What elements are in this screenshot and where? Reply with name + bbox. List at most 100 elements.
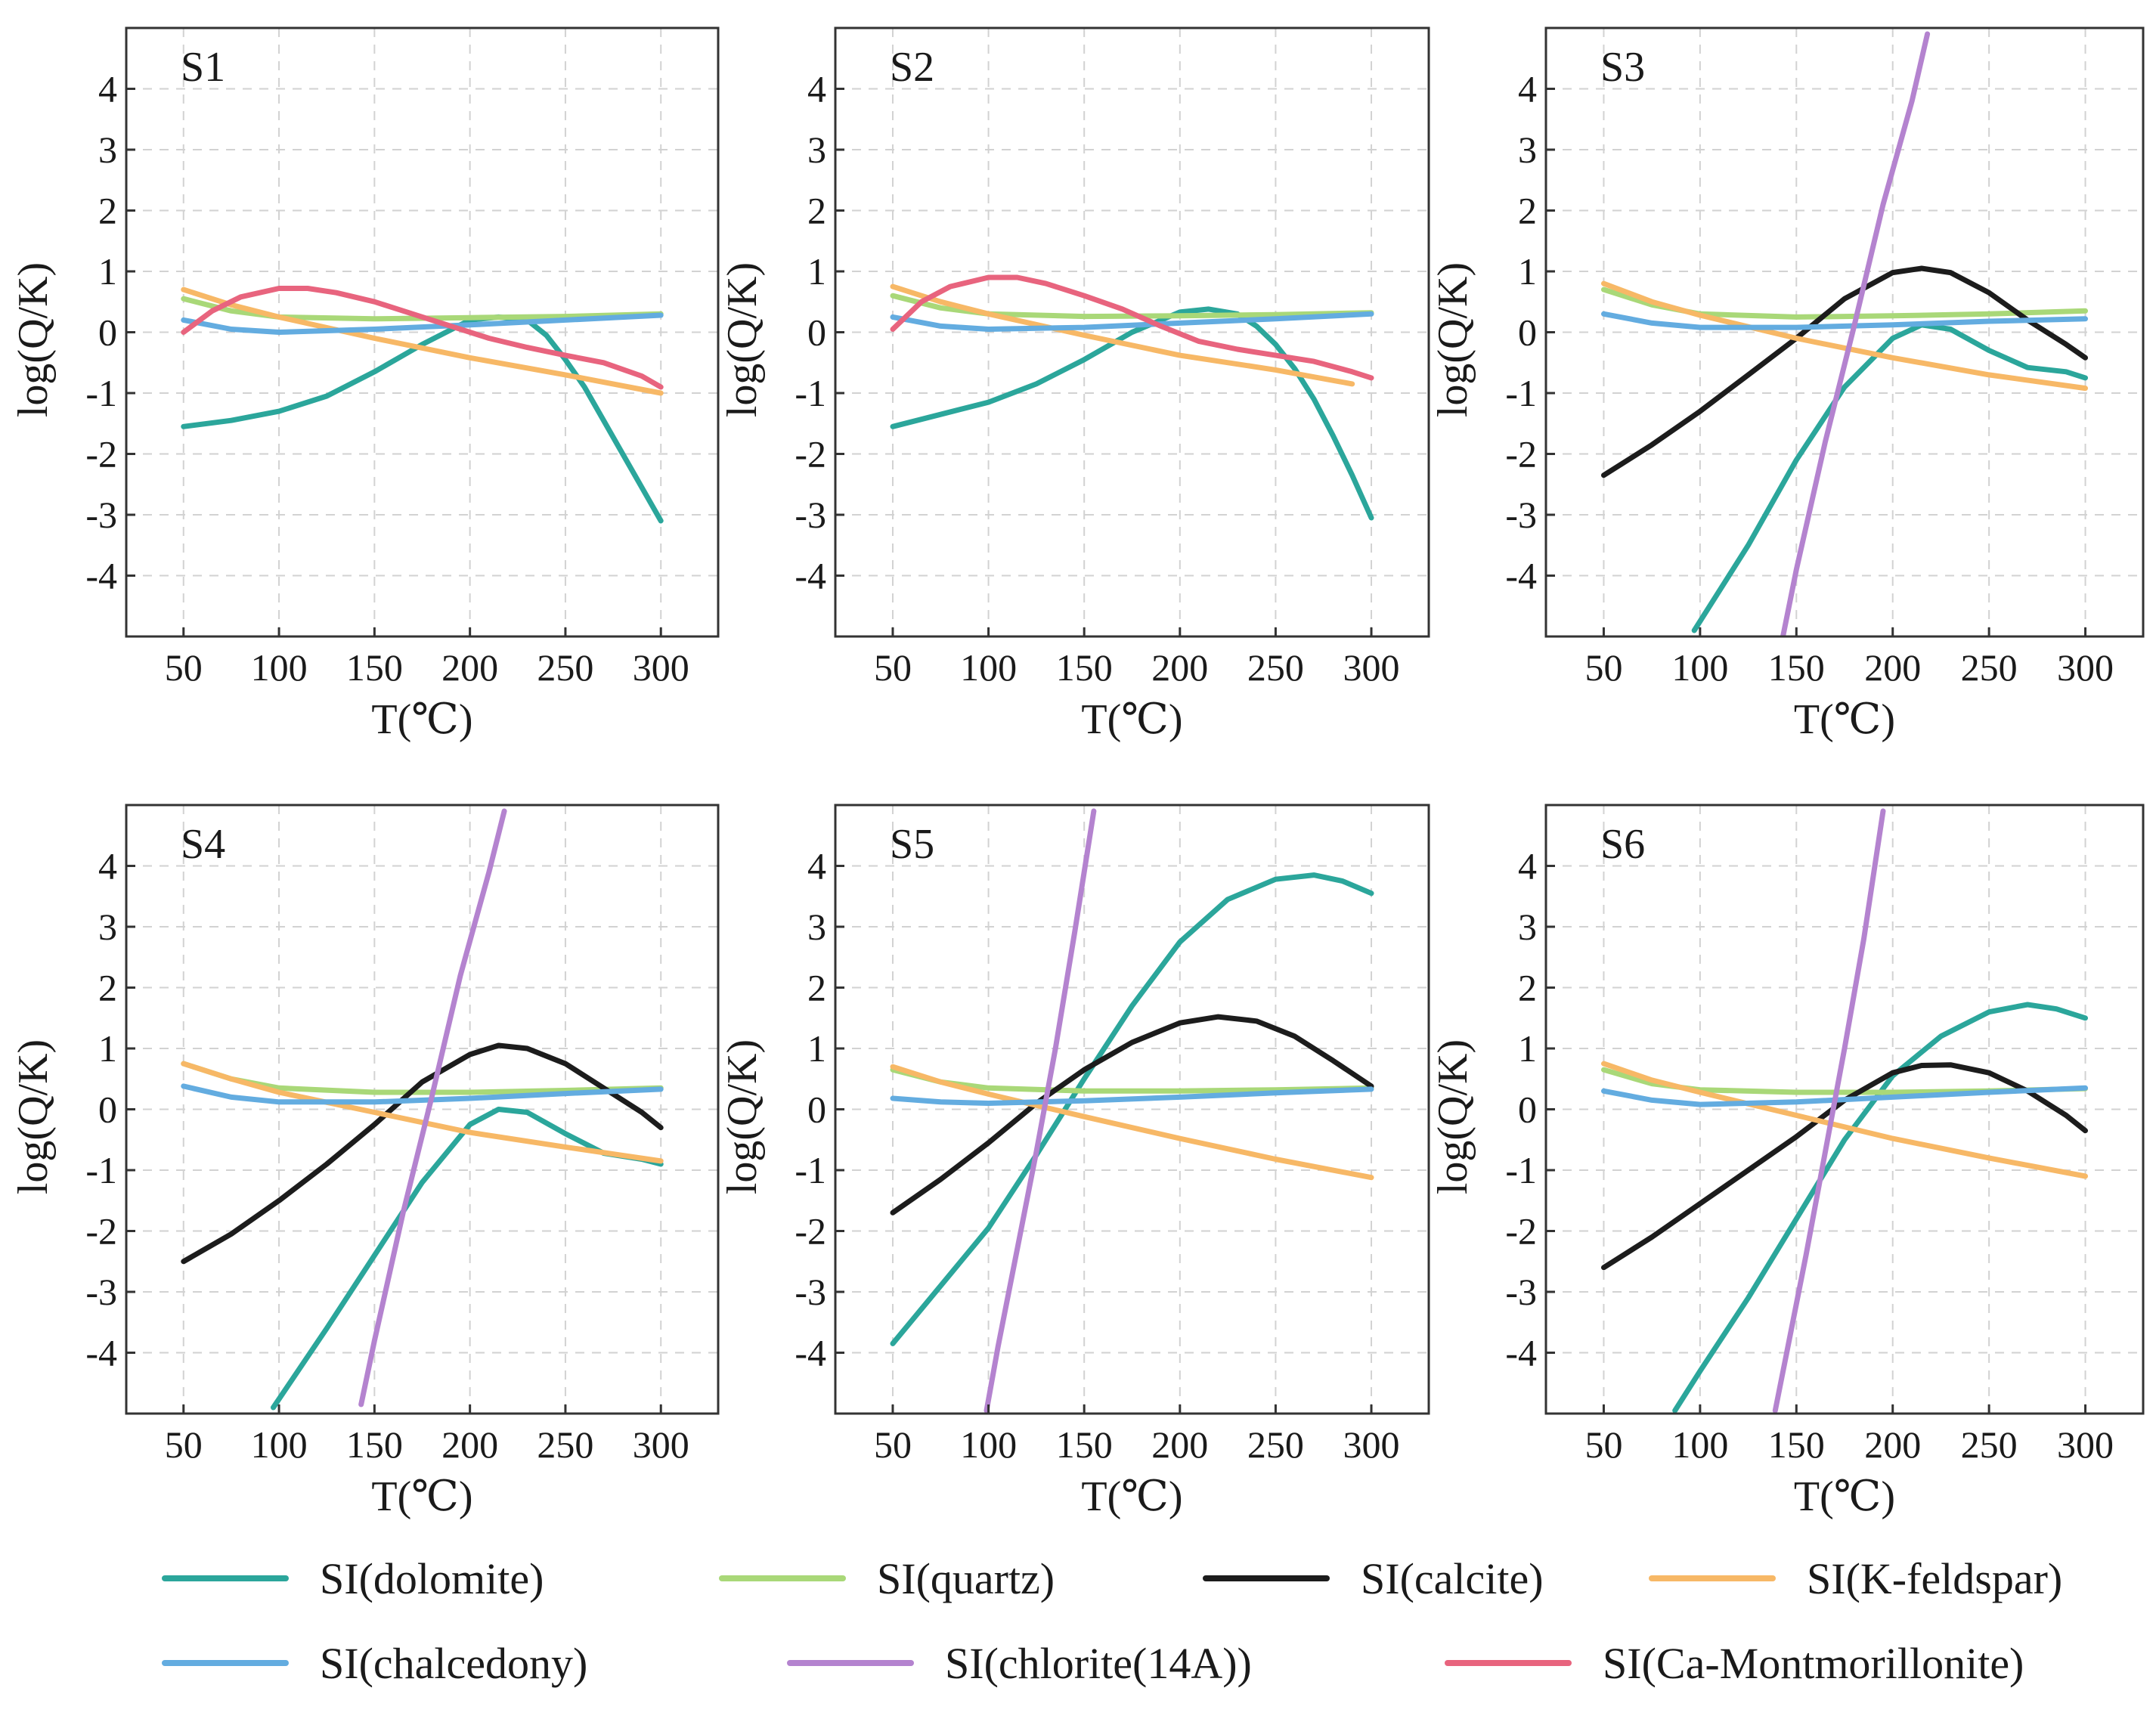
y-tick-label: 0 [1518, 1089, 1537, 1131]
legend-item-calcite: SI(calcite) [1203, 1554, 1544, 1603]
y-tick-label: -3 [85, 494, 117, 536]
x-tick-label: 100 [251, 646, 308, 689]
y-tick-label: 2 [98, 190, 117, 232]
legend-item-chalcedony: SI(chalcedony) [162, 1639, 587, 1688]
y-tick-label: 1 [98, 250, 117, 293]
series-line-chalcedony [890, 1086, 1374, 1106]
y-tick-label: 3 [98, 129, 117, 171]
y-tick-label: 1 [1518, 250, 1537, 293]
series-line-calcite [890, 1014, 1374, 1216]
chart-panel-s3: 50 100 150 200 250 300 -4 -3 -2 -1 0 1 2 3 4 S3 T(℃) log(… [1430, 26, 2145, 743]
series-line-calcite [1601, 1062, 2088, 1271]
series-line-kfeldspar [890, 1064, 1374, 1181]
y-axis-label: log(Q/K) [10, 1039, 57, 1194]
x-tick-label: 250 [1247, 646, 1304, 689]
series-line-quartz [890, 293, 1374, 320]
y-tick-label: 0 [98, 311, 117, 354]
x-axis-label: T(℃) [1081, 1473, 1182, 1520]
panel-title: S1 [181, 44, 225, 91]
x-axis-label: T(℃) [1794, 1473, 1895, 1520]
x-axis-label: T(℃) [371, 1473, 472, 1520]
legend-item-dolomite: SI(dolomite) [162, 1554, 544, 1603]
y-tick-label: 4 [1518, 845, 1537, 887]
x-axis-label: T(℃) [1081, 696, 1182, 743]
series-line-calcite [181, 1042, 664, 1265]
series-line-kfeldspar [181, 286, 664, 396]
y-tick-label: -2 [85, 433, 117, 475]
chart-panel-s4: 50 100 150 200 250 300 -4 -3 -2 -1 0 1 2 3 4 S4 T(℃) log(… [10, 804, 720, 1520]
series-line-camont [181, 286, 664, 390]
x-axis-label: T(℃) [1794, 696, 1895, 743]
x-tick-label: 200 [1864, 646, 1921, 689]
y-tick-label: 3 [807, 906, 826, 948]
y-tick-label: -2 [795, 433, 826, 475]
y-tick-label: 0 [98, 1089, 117, 1131]
y-tick-label: -4 [795, 555, 826, 597]
x-tick-label: 100 [1671, 646, 1728, 689]
x-tick-label: 250 [537, 646, 593, 689]
x-tick-label: 200 [1864, 1423, 1921, 1466]
series-line-kfeldspar [1601, 1061, 2088, 1179]
series-line-chalcedony [181, 1083, 664, 1105]
x-tick-label: 50 [874, 646, 912, 689]
x-tick-label: 250 [537, 1423, 593, 1466]
y-tick-label: 2 [98, 967, 117, 1009]
y-tick-label: -1 [85, 1149, 117, 1191]
x-tick-label: 300 [633, 646, 689, 689]
panel-title: S6 [1600, 821, 1645, 868]
x-tick-label: 100 [1671, 1423, 1728, 1466]
x-tick-label: 150 [1768, 1423, 1825, 1466]
y-axis-label: log(Q/K) [719, 262, 766, 417]
x-tick-label: 50 [165, 1423, 203, 1466]
y-tick-label: 3 [1518, 906, 1537, 948]
x-tick-label: 250 [1961, 646, 2018, 689]
legend-item-kfeldspar: SI(K-feldspar) [1649, 1554, 2062, 1603]
x-tick-label: 100 [960, 646, 1017, 689]
panel-title: S5 [890, 821, 934, 868]
series-line-camont [890, 274, 1374, 381]
series-line-chlorite [1772, 808, 1886, 1414]
y-tick-label: 4 [1518, 68, 1537, 110]
series-group [1601, 808, 2088, 1414]
y-tick-label: -2 [795, 1210, 826, 1253]
y-tick-label: 0 [807, 1089, 826, 1131]
y-tick-label: -4 [795, 1332, 826, 1374]
series-line-kfeldspar [181, 1061, 664, 1164]
panel-title: S2 [890, 44, 934, 91]
series-line-quartz [1601, 286, 2088, 320]
y-tick-label: 4 [98, 845, 117, 887]
x-tick-label: 200 [1151, 1423, 1208, 1466]
x-axis-label: T(℃) [371, 696, 472, 743]
legend-item-quartz: SI(quartz) [719, 1554, 1055, 1603]
legend-label: SI(dolomite) [320, 1554, 544, 1603]
x-tick-label: 150 [1056, 646, 1113, 689]
y-tick-label: -3 [1505, 1271, 1537, 1313]
y-tick-label: -4 [1505, 555, 1537, 597]
x-tick-label: 150 [346, 646, 403, 689]
legend: SI(dolomite) SI(quartz) SI(calcite) SI(K-fe… [162, 1554, 2062, 1688]
y-tick-label: -1 [795, 1149, 826, 1191]
chart-panel-s6: 50 100 150 200 250 300 -4 -3 -2 -1 0 1 2 3 4 S6 T(℃) log(… [1430, 804, 2145, 1520]
legend-label: SI(chalcedony) [320, 1639, 587, 1688]
y-tick-label: 3 [98, 906, 117, 948]
y-tick-label: -4 [85, 1332, 117, 1374]
legend-label: SI(calcite) [1361, 1554, 1544, 1603]
x-tick-label: 300 [2057, 1423, 2114, 1466]
series-line-chlorite [984, 808, 1097, 1414]
y-tick-label: 1 [807, 1027, 826, 1070]
y-axis-label: log(Q/K) [1430, 1039, 1476, 1194]
y-tick-label: 4 [807, 845, 826, 887]
x-tick-label: 300 [1343, 646, 1400, 689]
x-tick-label: 100 [251, 1423, 308, 1466]
y-axis-label: log(Q/K) [719, 1039, 766, 1194]
x-tick-label: 300 [2057, 646, 2114, 689]
y-tick-label: -3 [85, 1271, 117, 1313]
series-line-chalcedony [890, 311, 1374, 332]
y-tick-label: -3 [795, 494, 826, 536]
y-tick-label: 4 [807, 68, 826, 110]
y-tick-label: -3 [795, 1271, 826, 1313]
x-tick-label: 50 [1584, 1423, 1622, 1466]
x-tick-label: 200 [441, 646, 498, 689]
